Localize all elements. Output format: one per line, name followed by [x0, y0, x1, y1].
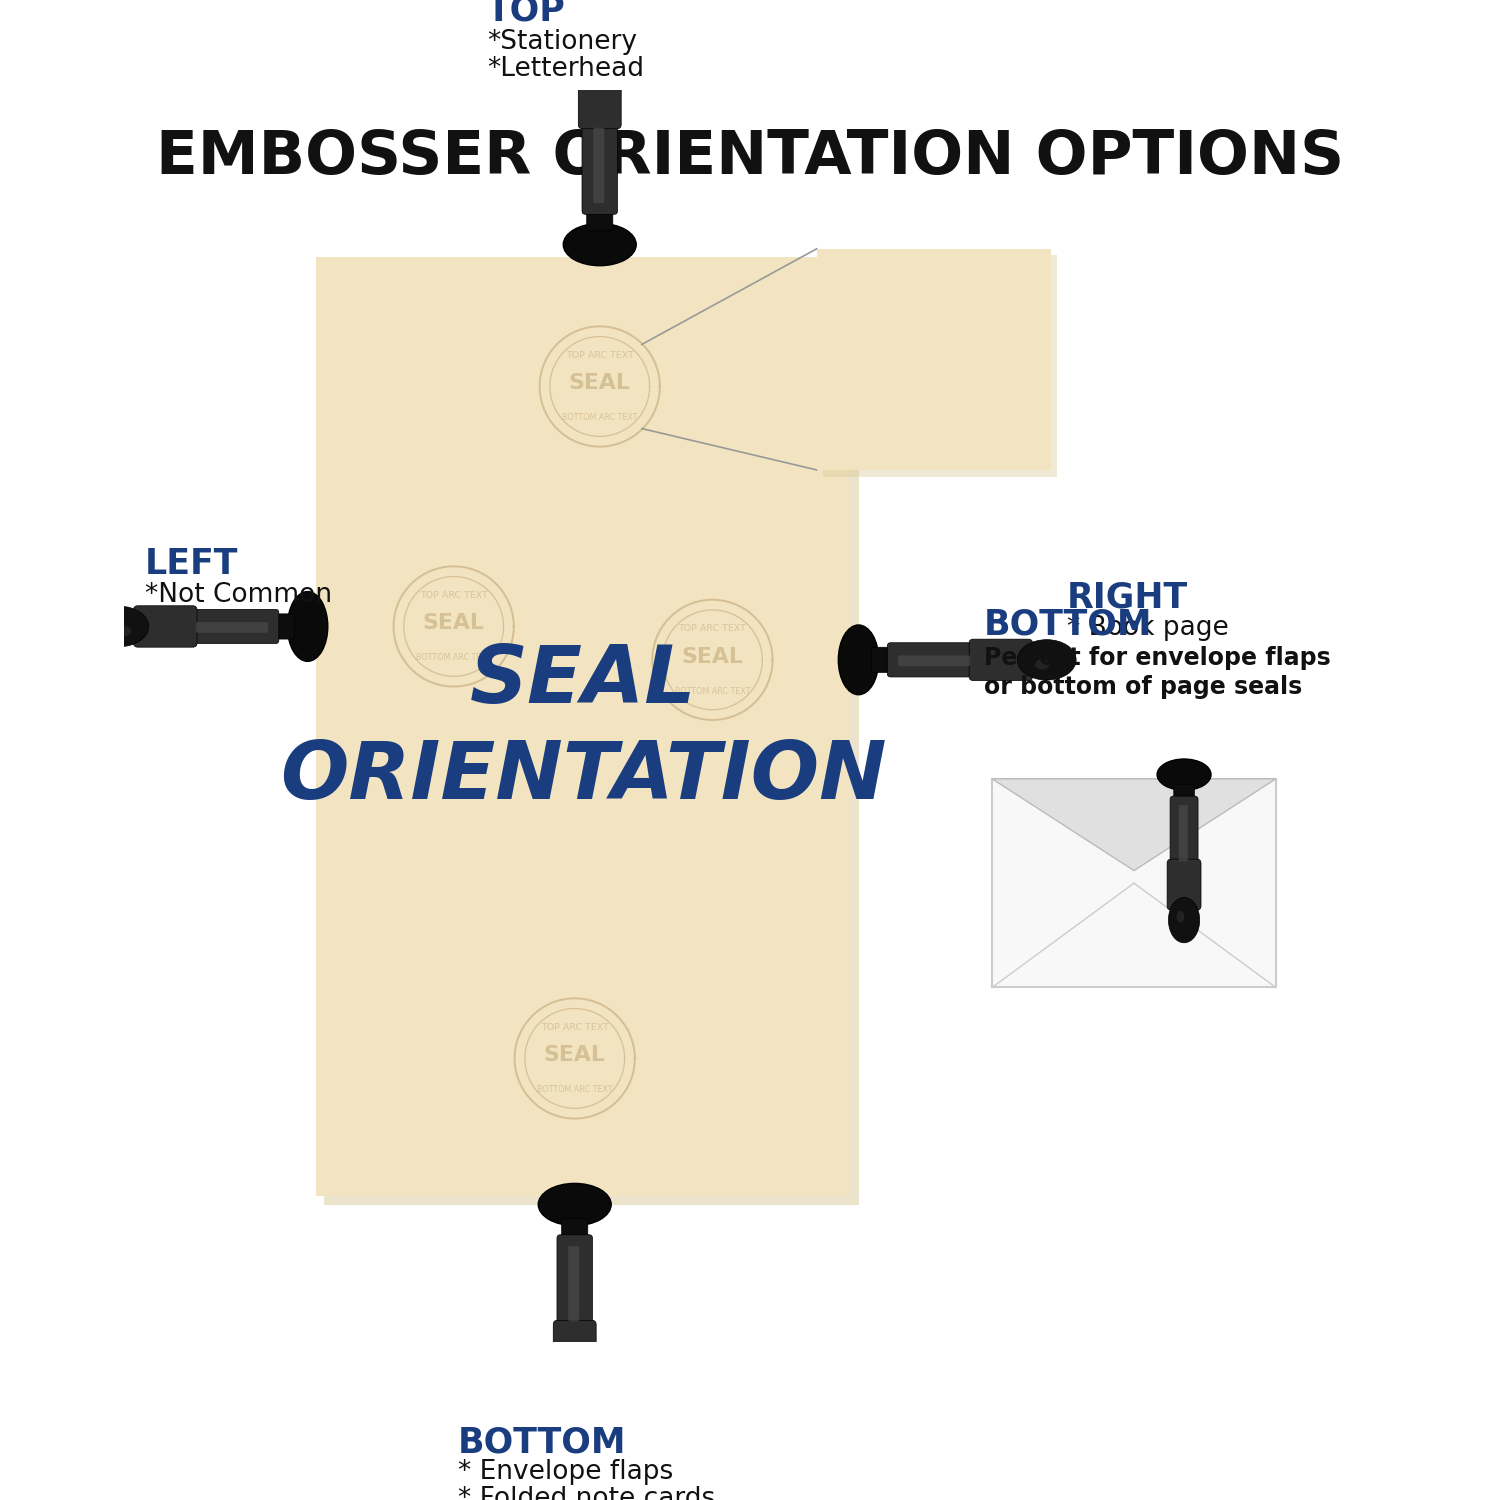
Ellipse shape: [1156, 759, 1210, 790]
Polygon shape: [992, 778, 1276, 870]
FancyBboxPatch shape: [568, 1246, 579, 1322]
Text: ORIENTATION: ORIENTATION: [280, 738, 886, 816]
FancyBboxPatch shape: [898, 656, 970, 666]
Ellipse shape: [839, 626, 879, 694]
FancyBboxPatch shape: [992, 778, 1276, 987]
Ellipse shape: [564, 1389, 574, 1404]
Text: *Letterhead: *Letterhead: [488, 57, 644, 82]
Ellipse shape: [288, 591, 328, 662]
Text: or bottom of page seals: or bottom of page seals: [984, 675, 1302, 699]
Ellipse shape: [117, 626, 132, 636]
Circle shape: [552, 338, 648, 435]
FancyBboxPatch shape: [316, 256, 850, 1196]
Text: SEAL: SEAL: [1166, 795, 1202, 808]
Text: BOTTOM ARC TEXT: BOTTOM ARC TEXT: [562, 413, 638, 422]
Text: SEAL: SEAL: [423, 614, 484, 633]
Text: RIGHT: RIGHT: [1066, 580, 1188, 614]
Text: TOP ARC TEXT: TOP ARC TEXT: [678, 624, 747, 633]
Ellipse shape: [1017, 639, 1076, 680]
Text: * Book page: * Book page: [1066, 615, 1228, 640]
Ellipse shape: [1035, 660, 1050, 669]
Circle shape: [664, 612, 760, 708]
Text: TOP ARC TEXT: TOP ARC TEXT: [420, 591, 488, 600]
Ellipse shape: [538, 1184, 610, 1225]
Text: TOP ARC TEXT: TOP ARC TEXT: [542, 1023, 609, 1032]
Ellipse shape: [554, 1371, 596, 1432]
FancyBboxPatch shape: [184, 609, 279, 644]
Circle shape: [1156, 776, 1212, 832]
Text: SEAL: SEAL: [681, 646, 744, 668]
FancyBboxPatch shape: [1173, 784, 1194, 802]
Text: SEAL: SEAL: [897, 339, 987, 370]
Text: BOTTOM ARC TEXT: BOTTOM ARC TEXT: [537, 1084, 612, 1094]
FancyBboxPatch shape: [594, 128, 604, 202]
FancyBboxPatch shape: [195, 622, 268, 633]
FancyBboxPatch shape: [1179, 806, 1188, 861]
FancyBboxPatch shape: [824, 255, 1058, 477]
Text: * Folded note cards: * Folded note cards: [458, 1486, 716, 1500]
FancyBboxPatch shape: [1167, 859, 1202, 910]
FancyBboxPatch shape: [582, 117, 618, 214]
Text: TOP ARC TEXT: TOP ARC TEXT: [1164, 783, 1203, 788]
Circle shape: [405, 578, 502, 675]
FancyBboxPatch shape: [586, 209, 613, 231]
Ellipse shape: [564, 224, 636, 266]
Ellipse shape: [590, 36, 600, 51]
Text: BOTTOM ARC TEXT: BOTTOM ARC TEXT: [675, 687, 750, 696]
Ellipse shape: [90, 606, 148, 646]
Text: EMBOSSER ORIENTATION OPTIONS: EMBOSSER ORIENTATION OPTIONS: [156, 128, 1344, 186]
Text: BOTTOM ARC TEXT: BOTTOM ARC TEXT: [416, 652, 492, 662]
Text: BOTTOM ARC TEXT: BOTTOM ARC TEXT: [1162, 819, 1206, 825]
FancyBboxPatch shape: [561, 1218, 588, 1240]
Ellipse shape: [1176, 910, 1185, 922]
Text: *Not Common: *Not Common: [146, 582, 332, 608]
Text: Perfect for envelope flaps: Perfect for envelope flaps: [984, 646, 1330, 670]
Text: TOP: TOP: [488, 0, 566, 28]
FancyBboxPatch shape: [556, 1234, 592, 1332]
Circle shape: [526, 1010, 622, 1107]
Text: SEAL: SEAL: [568, 374, 630, 393]
Text: BOTTOM: BOTTOM: [458, 1425, 627, 1460]
Text: TOP ARC TEXT: TOP ARC TEXT: [892, 308, 992, 321]
FancyBboxPatch shape: [579, 63, 621, 129]
Text: * Envelope flaps: * Envelope flaps: [458, 1458, 674, 1485]
FancyBboxPatch shape: [273, 614, 294, 639]
FancyBboxPatch shape: [554, 1320, 596, 1386]
FancyBboxPatch shape: [324, 266, 858, 1204]
Text: LEFT: LEFT: [146, 548, 238, 580]
FancyBboxPatch shape: [818, 249, 1050, 470]
Text: *Stationery: *Stationery: [488, 28, 638, 54]
FancyBboxPatch shape: [1170, 796, 1198, 870]
FancyBboxPatch shape: [888, 642, 981, 676]
Text: BOTTOM ARC TEXT: BOTTOM ARC TEXT: [886, 399, 998, 411]
Ellipse shape: [1168, 897, 1200, 944]
Circle shape: [871, 290, 1012, 430]
Text: SEAL: SEAL: [470, 642, 696, 720]
Text: TOP ARC TEXT: TOP ARC TEXT: [566, 351, 633, 360]
FancyBboxPatch shape: [969, 639, 1032, 681]
Text: SEAL: SEAL: [544, 1046, 606, 1065]
FancyBboxPatch shape: [871, 646, 892, 672]
Text: BOTTOM: BOTTOM: [984, 608, 1152, 642]
FancyBboxPatch shape: [134, 606, 196, 646]
Ellipse shape: [579, 16, 621, 78]
